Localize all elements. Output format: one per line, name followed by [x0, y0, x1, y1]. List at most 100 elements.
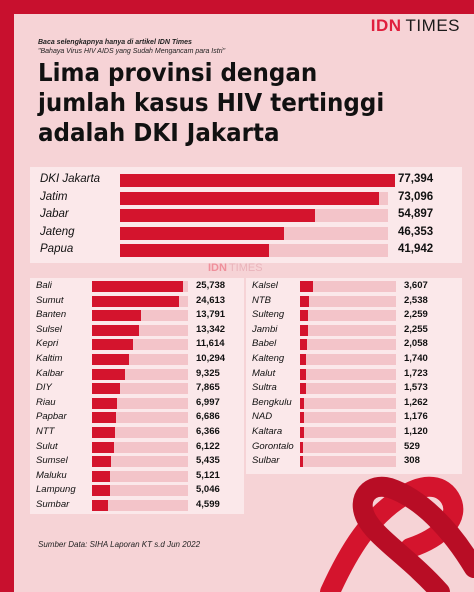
value-label: 77,394	[398, 173, 434, 185]
category-label: Sulteng	[252, 309, 285, 321]
bar	[120, 244, 269, 257]
bar-track	[300, 397, 396, 409]
bar	[120, 174, 395, 187]
bar-track	[300, 354, 396, 365]
idn-times-logo: IDN TIMES	[371, 16, 460, 36]
value-label: 2,259	[404, 309, 428, 321]
bar-track	[300, 412, 396, 424]
category-label: Jabar	[40, 208, 69, 220]
value-label: 41,942	[398, 243, 434, 255]
category-label: Sulsel	[36, 323, 62, 335]
bar-track	[92, 441, 188, 453]
category-label: Bali	[36, 280, 52, 291]
bar	[300, 281, 313, 292]
category-label: Jambi	[252, 323, 278, 335]
left-accent-strip	[0, 0, 14, 592]
category-label: Jatim	[40, 190, 68, 203]
value-label: 5,435	[196, 455, 220, 467]
category-label: Riau	[36, 396, 56, 408]
value-label: 1,740	[404, 353, 428, 364]
value-label: 6,122	[196, 440, 220, 452]
bar	[300, 310, 309, 322]
bar	[300, 412, 305, 424]
bar	[92, 470, 111, 482]
watermark-main: IDN	[208, 262, 227, 274]
bar-track	[300, 368, 396, 380]
value-label: 1,573	[404, 382, 428, 394]
value-label: 1,262	[404, 396, 428, 408]
category-label: Babel	[252, 338, 277, 350]
bar	[300, 354, 307, 365]
value-label: 6,686	[196, 411, 220, 423]
bar	[300, 368, 307, 380]
bar	[92, 310, 141, 322]
watermark-secondary: TIMES	[228, 262, 263, 274]
category-label: DKI Jakarta	[40, 173, 101, 185]
category-label: Lampung	[36, 484, 76, 496]
bar-track	[92, 500, 188, 511]
title-line2: jumlah kasus HIV tertinggi	[38, 88, 385, 117]
bar-track	[92, 324, 188, 336]
category-label: NTB	[252, 294, 271, 306]
logo-secondary: TIMES	[405, 16, 460, 35]
value-label: 6,997	[196, 396, 220, 408]
page-title: Lima provinsi dengan jumlah kasus HIV te…	[38, 58, 424, 148]
bar-track	[92, 354, 188, 365]
bar	[92, 412, 116, 424]
category-label: Papbar	[36, 411, 67, 423]
category-label: Gorontalo	[252, 440, 294, 452]
bar	[300, 324, 308, 336]
bar	[92, 324, 140, 336]
watermark-logo: IDN TIMES	[208, 262, 263, 274]
category-label: Kalteng	[252, 353, 285, 364]
value-label: 2,538	[404, 294, 428, 306]
logo-main: IDN	[370, 16, 402, 35]
category-label: Sulbar	[252, 455, 280, 467]
article-note-line1: Baca selengkapnya hanya di artikel IDN T…	[38, 39, 192, 46]
bar	[120, 191, 380, 205]
category-label: Banten	[36, 309, 67, 321]
bar	[92, 339, 134, 351]
category-label: Malut	[252, 367, 276, 379]
category-label: Bengkulu	[252, 396, 292, 408]
category-label: Sulut	[36, 440, 58, 452]
bar	[92, 427, 115, 438]
bar	[300, 383, 306, 395]
bar-track	[92, 368, 188, 380]
bar-track	[92, 339, 188, 351]
category-label: Jateng	[40, 225, 75, 238]
value-label: 25,738	[196, 280, 226, 291]
value-label: 7,865	[196, 382, 220, 394]
title-line3: adalah DKI Jakarta	[38, 118, 280, 147]
top-accent-bar	[0, 0, 474, 14]
bar	[300, 295, 309, 307]
title-line1: Lima provinsi dengan	[38, 58, 318, 87]
value-label: 308	[404, 455, 420, 467]
bar	[92, 354, 129, 365]
category-label: NTT	[36, 426, 55, 437]
bar-track	[300, 427, 396, 438]
bar	[300, 441, 303, 453]
bar	[92, 441, 114, 453]
value-label: 2,058	[404, 338, 428, 350]
bar-track	[92, 397, 188, 409]
category-label: Kaltara	[252, 426, 283, 437]
category-label: Maluku	[36, 469, 67, 481]
category-label: Papua	[40, 243, 74, 255]
bar-track	[92, 485, 188, 497]
bar-track	[92, 383, 188, 395]
bar	[92, 397, 117, 409]
bar	[92, 281, 184, 292]
category-label: Kalsel	[252, 280, 278, 291]
value-label: 24,613	[196, 294, 226, 306]
value-label: 3,607	[404, 280, 428, 291]
category-label: Sumsel	[36, 455, 68, 467]
bar-track	[300, 310, 396, 322]
value-label: 2,255	[404, 323, 428, 335]
category-label: Sumut	[36, 294, 64, 306]
bar	[300, 456, 303, 468]
article-note-line2: "Bahaya Virus HIV AIDS yang Sudah Mengan…	[38, 48, 226, 55]
bar	[92, 500, 109, 511]
bar-track	[300, 441, 396, 453]
value-label: 5,046	[196, 484, 220, 496]
